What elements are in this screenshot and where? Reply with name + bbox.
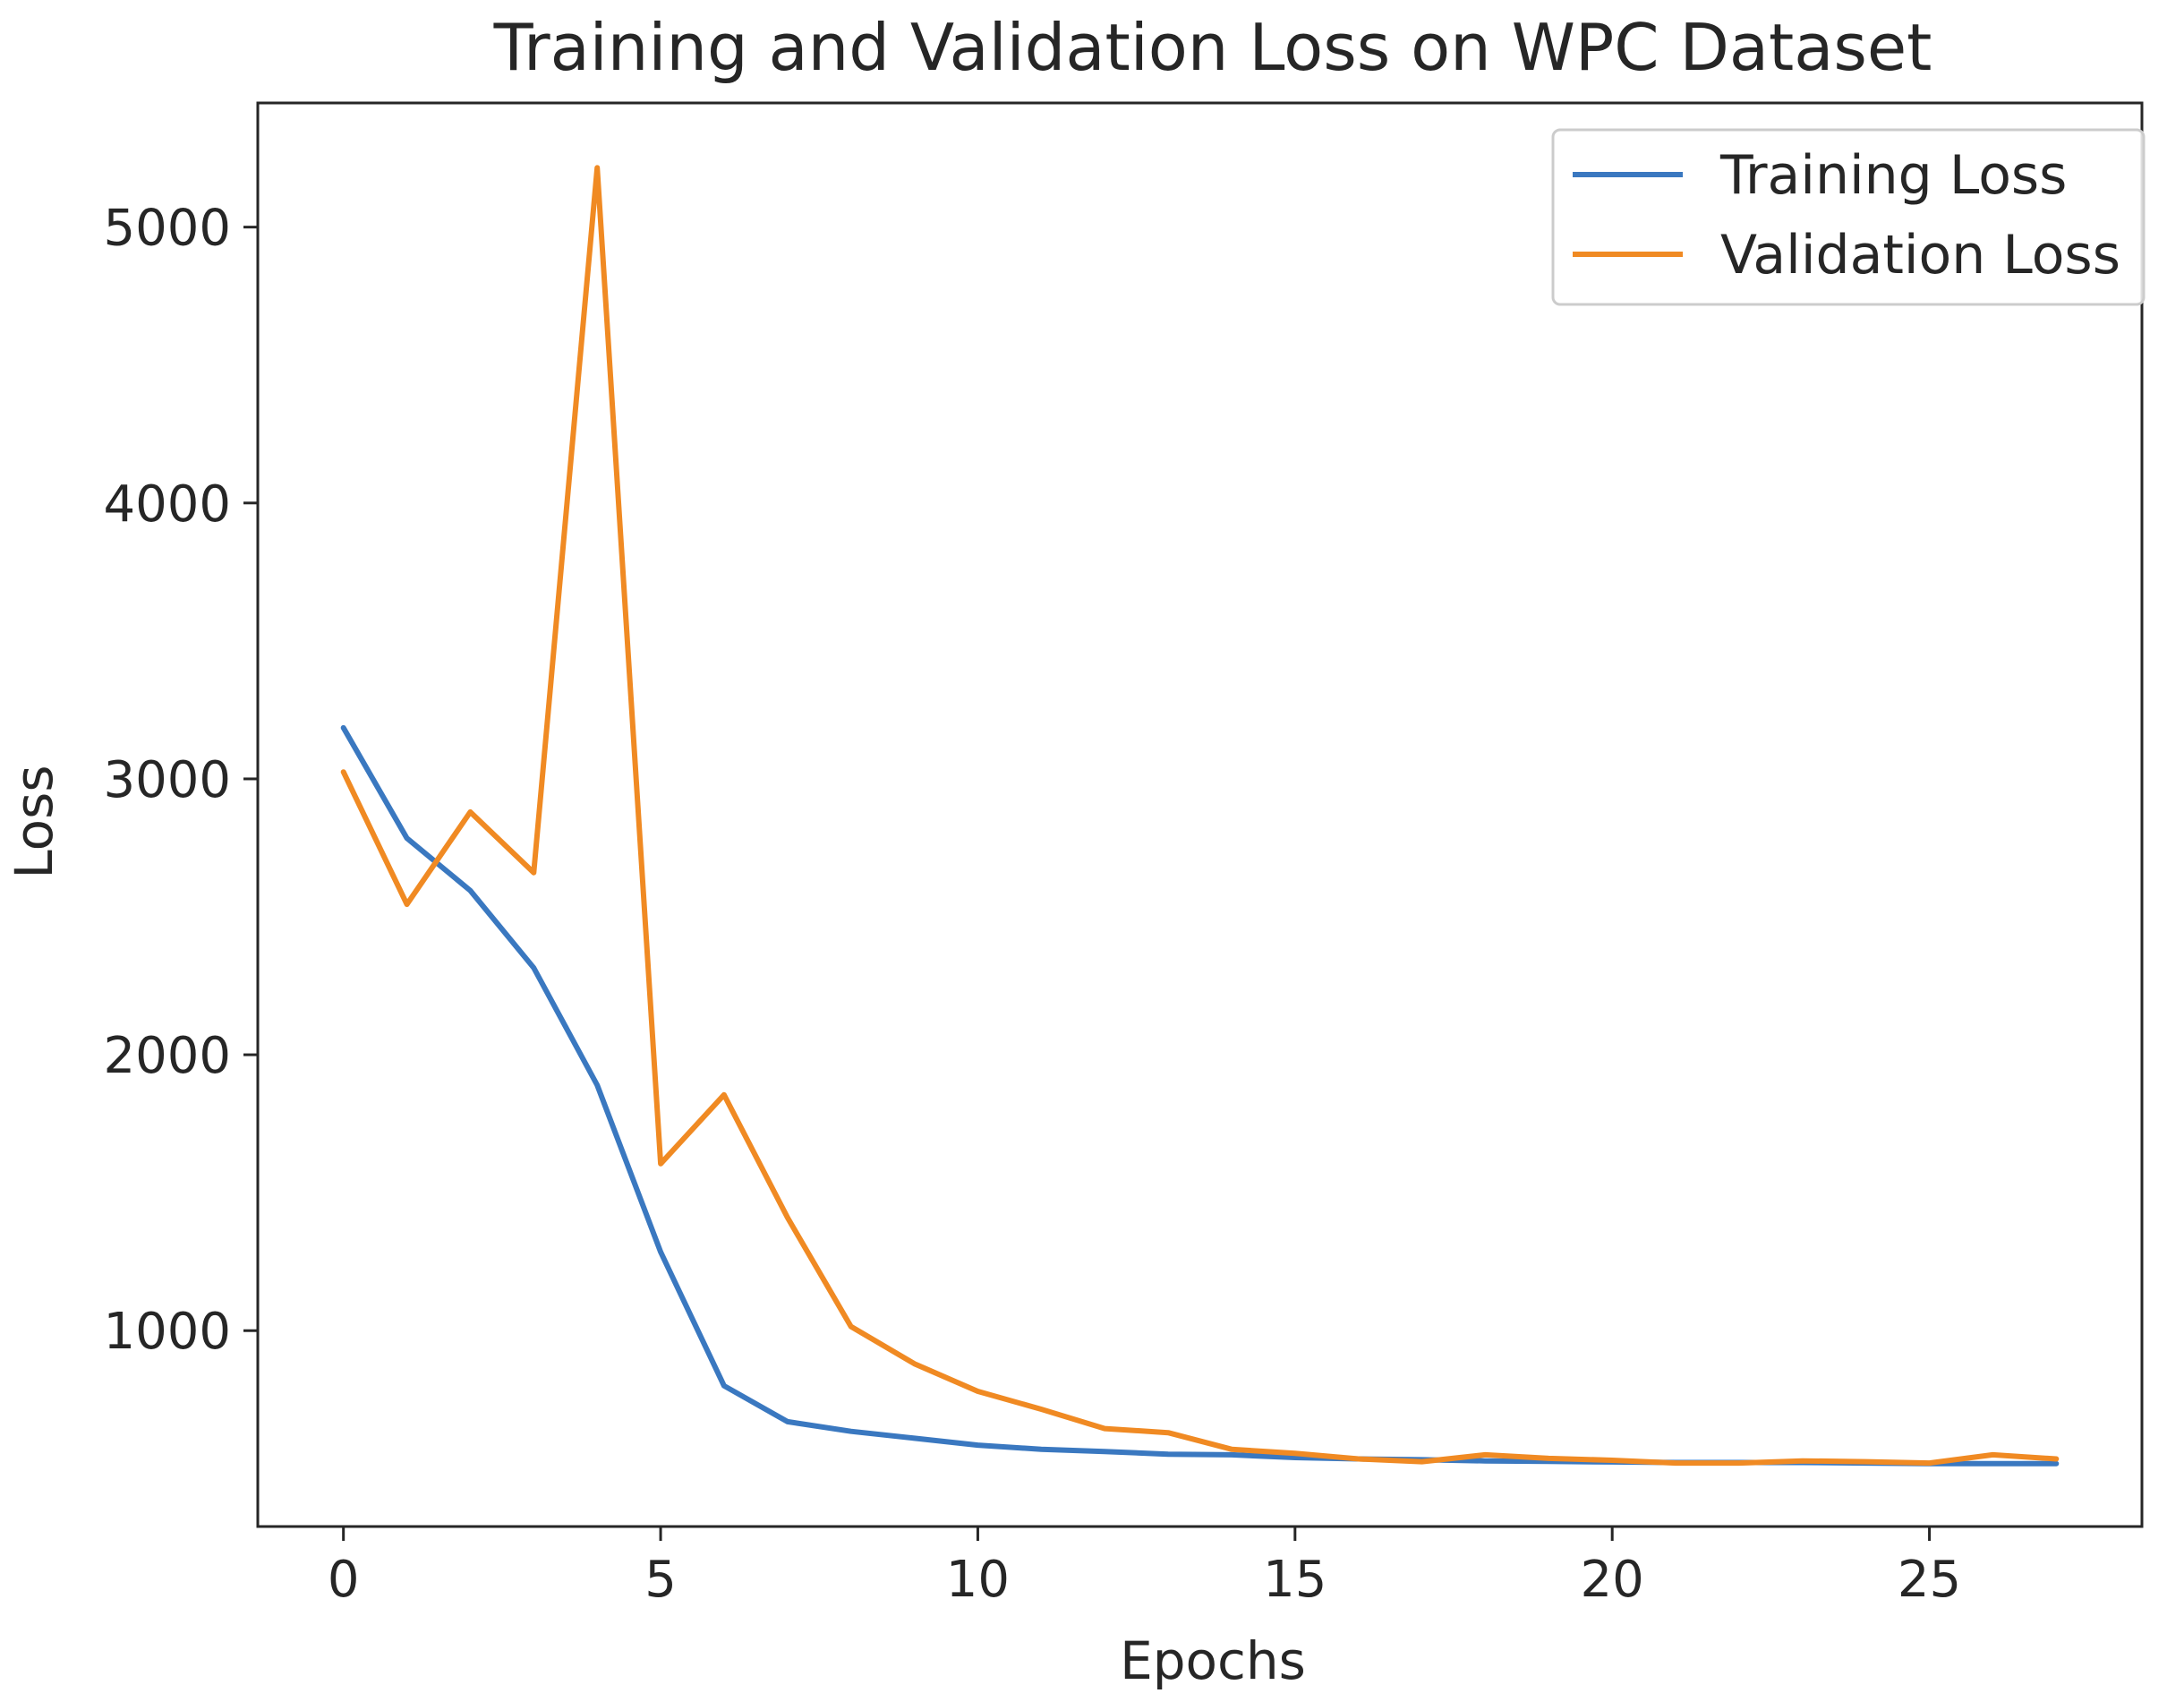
x-axis-label: Epochs bbox=[1120, 1630, 1306, 1691]
legend-frame bbox=[1551, 128, 2146, 306]
x-tick-label: 0 bbox=[328, 1551, 360, 1609]
y-tick-label: 5000 bbox=[103, 200, 231, 258]
y-tick-label: 4000 bbox=[103, 475, 231, 534]
x-tick-label: 25 bbox=[1898, 1551, 1961, 1609]
series-layer bbox=[340, 165, 2060, 1467]
series-line-validation-loss bbox=[340, 165, 2060, 1467]
y-tick-label: 1000 bbox=[103, 1303, 231, 1361]
x-axis-ticks: 0 5 10 15 20 25 bbox=[328, 1527, 1961, 1609]
legend-label-training-loss: Training Loss bbox=[1719, 144, 2067, 207]
legend: Training Loss Validation Loss bbox=[1551, 128, 2146, 306]
chart-title: Training and Validation Loss on WPC Data… bbox=[493, 10, 1932, 85]
plot-frame bbox=[256, 101, 2144, 1528]
y-tick-label: 3000 bbox=[103, 751, 231, 809]
x-tick-label: 15 bbox=[1263, 1551, 1327, 1609]
y-tick-label: 2000 bbox=[103, 1027, 231, 1085]
x-tick-label: 20 bbox=[1581, 1551, 1644, 1609]
y-axis-ticks: 1000 2000 3000 4000 5000 bbox=[103, 200, 258, 1361]
legend-label-validation-loss: Validation Loss bbox=[1720, 224, 2120, 287]
x-tick-label: 5 bbox=[644, 1551, 677, 1609]
y-axis-label: Loss bbox=[4, 765, 64, 878]
x-tick-label: 10 bbox=[946, 1551, 1010, 1609]
